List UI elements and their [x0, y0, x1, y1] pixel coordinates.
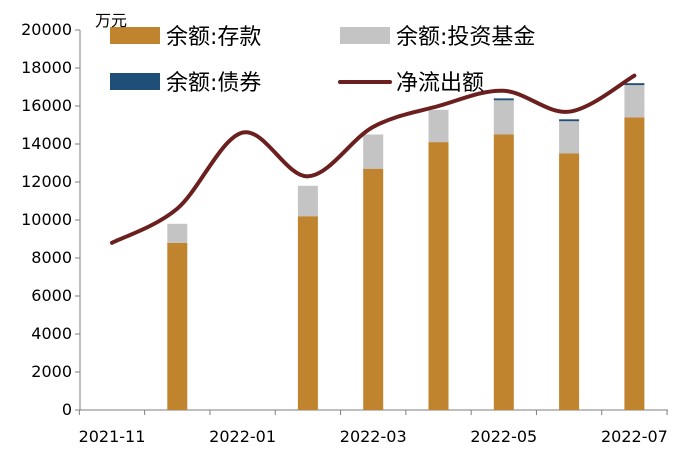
bar-segment-fund-2022-05 [493, 100, 514, 135]
y-tick-label: 8000 [31, 248, 72, 267]
x-tick-label: 2022-05 [470, 427, 537, 446]
bar-segment-bond-2022-06 [559, 119, 580, 122]
line-group [110, 73, 637, 245]
y-tick-label: 2000 [31, 362, 72, 381]
y-tick-label: 0 [62, 400, 72, 419]
y-axis-unit-label: 万元 [95, 11, 127, 30]
bar-segment-deposit-2022-03 [363, 168, 384, 410]
bar-segment-bond-2022-07 [624, 83, 645, 86]
bar-segment-deposit-2022-05 [493, 134, 514, 410]
legend-label-net-outflow: 净流出额 [396, 71, 484, 96]
bar-segment-fund-2022-04 [428, 109, 449, 143]
y-tick-label: 6000 [31, 286, 72, 305]
bar-segment-bond-2022-05 [493, 98, 514, 101]
bar-segment-fund-2022-07 [624, 85, 645, 118]
legend-swatch-deposit [110, 27, 160, 44]
y-tick-label: 16000 [21, 96, 72, 115]
y-tick-label: 4000 [31, 324, 72, 343]
bar-segment-deposit-2022-06 [559, 153, 580, 410]
bar-segment-fund-2022-06 [559, 121, 580, 154]
bar-segment-deposit-2021-12 [167, 242, 188, 410]
bar-segment-deposit-2022-02 [297, 216, 318, 410]
legend-swatch-fund [340, 27, 390, 44]
bar-segment-deposit-2022-04 [428, 142, 449, 410]
y-tick-label: 10000 [21, 210, 72, 229]
x-tick-label: 2022-07 [601, 427, 668, 446]
legend-label-bond: 余额:债券 [166, 71, 261, 96]
bar-segment-fund-2022-02 [297, 185, 318, 217]
legend-swatch-bond [110, 73, 160, 90]
bars-group [167, 83, 645, 411]
legend-label-deposit: 余额:存款 [166, 25, 261, 50]
line-series-net-outflow [110, 73, 637, 245]
bar-segment-fund-2021-12 [167, 223, 188, 243]
x-tick-label: 2022-01 [209, 427, 276, 446]
bar-segment-deposit-2022-07 [624, 117, 645, 411]
y-tick-label: 18000 [21, 58, 72, 77]
legend-label-fund: 余额:投资基金 [396, 25, 535, 50]
axes-group: 0 2000 4000 6000 8000 10000 12000 14000 16000 180… [21, 20, 668, 446]
y-tick-label: 14000 [21, 134, 72, 153]
x-tick-label: 2022-03 [340, 427, 407, 446]
x-tick-label: 2021-11 [79, 427, 146, 446]
bar-segment-fund-2022-03 [363, 134, 384, 169]
y-tick-label: 20000 [21, 20, 72, 39]
y-tick-label: 12000 [21, 172, 72, 191]
